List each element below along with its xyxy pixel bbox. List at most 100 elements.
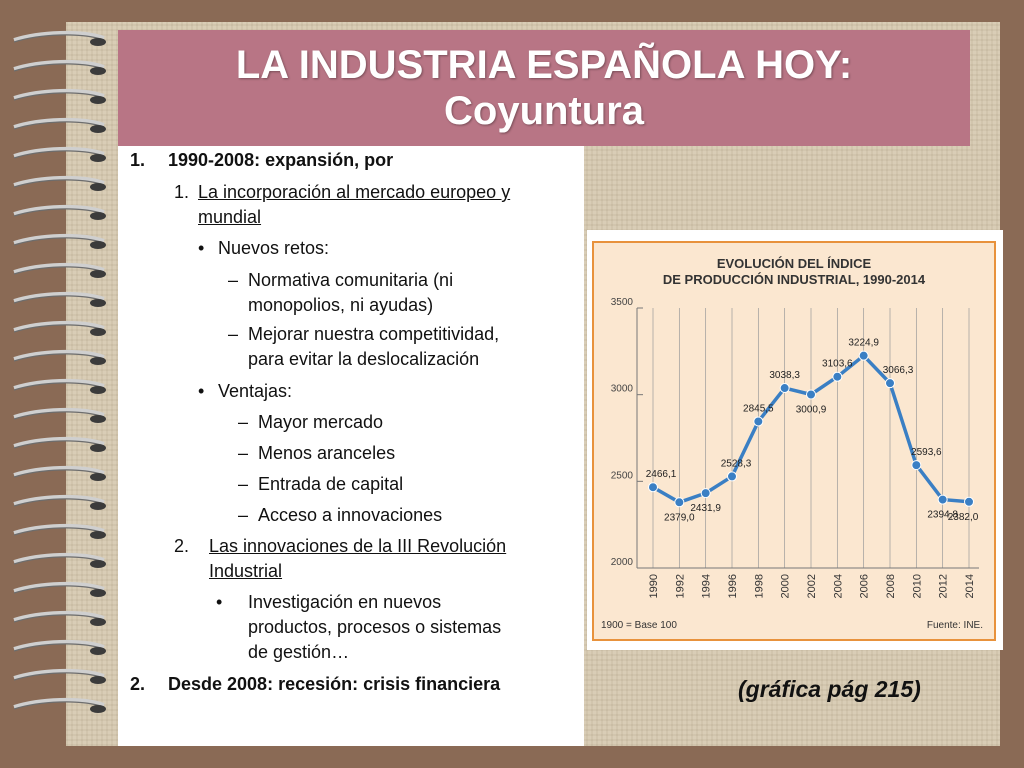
spiral-ring-icon — [13, 378, 106, 394]
spiral-ring-icon — [13, 581, 106, 597]
chart-data-point — [885, 378, 895, 389]
chart-x-tick-label: 2008 — [885, 574, 897, 598]
chart-data-point — [832, 371, 843, 382]
chart-x-tick-label: 1996 — [727, 574, 739, 598]
outline-item-1-1-line-2: mundial — [198, 207, 262, 227]
dash-mayor-mercado: – Mayor mercado — [238, 410, 383, 435]
outline-item-2-number: 2. — [130, 674, 146, 694]
bullet-icon: • — [198, 381, 205, 401]
title-line-1: LA INDUSTRIA ESPAÑOLA HOY: — [235, 43, 853, 87]
chart-data-label: 2382,0 — [948, 512, 979, 523]
dash-icon: – — [228, 270, 239, 290]
chart-title-line-1: EVOLUCIÓN DEL ÍNDICE — [717, 256, 872, 271]
chart-panel: EVOLUCIÓN DEL ÍNDICE DE PRODUCCIÓN INDUST… — [587, 230, 1003, 650]
chart-data-point — [779, 383, 790, 394]
dash-icon: – — [238, 443, 249, 463]
spiral-ring-icon — [13, 436, 106, 452]
chart-y-tick-label: 2000 — [611, 557, 634, 568]
spiral-ring-icon — [13, 523, 106, 539]
spiral-ring-icon — [13, 668, 106, 684]
chart-data-label: 3038,3 — [769, 370, 800, 381]
outline-item-1-1-number: 1. — [174, 182, 190, 202]
chart-data-point — [648, 482, 658, 493]
outline-item-1-2-line-2: Industrial — [209, 561, 283, 581]
chart-data-point — [753, 416, 764, 427]
chart-data-label: 2593,6 — [911, 447, 942, 458]
dash-icon: – — [238, 505, 249, 525]
dash-normativa-line-1: Normativa comunitaria (ni — [248, 270, 454, 290]
bullet-icon: • — [216, 592, 223, 612]
chart-x-tick-label: 2000 — [780, 574, 792, 598]
title-box: LA INDUSTRIA ESPAÑOLA HOY: Coyuntura — [118, 30, 970, 146]
bullet-investigacion-line-1: Investigación en nuevos — [248, 592, 442, 612]
bullet-ventajas: • Ventajas: — [198, 379, 292, 404]
outline-item-1-2-line-1: Las innovaciones de la III Revolución — [209, 536, 507, 556]
spiral-ring-icon — [13, 59, 106, 75]
spiral-ring-icon — [13, 88, 106, 104]
chart-x-tick-label: 2014 — [964, 574, 976, 598]
chart-data-point — [674, 497, 685, 508]
spiral-ring-icon — [13, 349, 106, 365]
chart-background — [592, 241, 996, 641]
spiral-ring-icon — [13, 639, 106, 655]
spiral-ring-icon — [13, 465, 106, 481]
spiral-ring-icon — [13, 291, 106, 307]
chart-x-tick-label: 2002 — [806, 574, 818, 598]
bullet-nuevos-retos: • Nuevos retos: — [198, 236, 329, 261]
chart-y-tick-label: 3500 — [611, 297, 634, 308]
content-panel: 1. 1990-2008: expansión, por 1. La incor… — [118, 146, 584, 746]
dash-icon: – — [238, 412, 249, 432]
bullet-nuevos-retos-text: Nuevos retos: — [218, 238, 330, 258]
chart-data-label: 3066,3 — [883, 365, 914, 376]
outline-item-1-text: 1990-2008: expansión, por — [168, 150, 394, 170]
outline-item-1-1-line-1: La incorporación al mercado europeo y — [198, 182, 511, 202]
chart-data-label: 3000,9 — [796, 405, 827, 416]
dash-mayor-mercado-text: Mayor mercado — [258, 412, 384, 432]
spiral-ring-icon — [13, 233, 106, 249]
spiral-ring-icon — [13, 146, 106, 162]
spiral-ring-icon — [13, 262, 106, 278]
chart-data-label: 2845,5 — [743, 403, 774, 414]
chart-data-label: 2379,0 — [664, 512, 695, 523]
chart-x-tick-label: 1994 — [701, 574, 713, 598]
chart-x-tick-label: 1990 — [648, 574, 660, 598]
dash-normativa: – Normativa comunitaria (ni monopolios, … — [228, 268, 453, 315]
spiral-binding — [13, 30, 106, 713]
chart-data-point — [806, 389, 816, 400]
dash-mejorar-line-2: para evitar la deslocalización — [248, 349, 480, 369]
spiral-ring-icon — [13, 697, 106, 713]
dash-mejorar-line-1: Mejorar nuestra competitividad, — [248, 324, 500, 344]
dash-entrada-capital-text: Entrada de capital — [258, 474, 404, 494]
chart-caption: (gráfica pág 215) — [738, 676, 921, 702]
chart-data-label: 2431,9 — [690, 503, 721, 514]
dash-acceso-innovaciones: – Acceso a innovaciones — [238, 503, 442, 528]
dash-menos-aranceles: – Menos aranceles — [238, 441, 395, 466]
chart-data-label: 2466,1 — [646, 469, 677, 480]
chart-x-tick-label: 2006 — [859, 574, 871, 598]
dash-mejorar: – Mejorar nuestra competitividad, para e… — [228, 322, 499, 369]
spiral-ring-icon — [13, 552, 106, 568]
chart-data-label: 3224,9 — [848, 338, 879, 349]
outline-item-1-2-number: 2. — [174, 536, 190, 556]
chart-x-tick-label: 2004 — [832, 574, 844, 598]
spiral-ring-icon — [13, 30, 106, 46]
bullet-investigacion: • Investigación en nuevos productos, pro… — [216, 590, 501, 662]
chart-title-line-2: DE PRODUCCIÓN INDUSTRIAL, 1990-2014 — [663, 272, 926, 287]
outline-item-2-text: Desde 2008: recesión: crisis financiera — [168, 674, 501, 694]
chart-y-tick-label: 2500 — [611, 470, 634, 481]
chart-source: Fuente: INE. — [927, 620, 983, 631]
spiral-ring-icon — [13, 117, 106, 133]
chart-data-label: 2528,3 — [721, 458, 752, 469]
dash-acceso-innovaciones-text: Acceso a innovaciones — [258, 505, 443, 525]
spiral-ring-icon — [13, 320, 106, 336]
bullet-investigacion-line-2: productos, procesos o sistemas — [248, 617, 502, 637]
bullet-ventajas-text: Ventajas: — [218, 381, 293, 401]
chart-x-tick-label: 2010 — [911, 574, 923, 598]
bullet-investigacion-line-3: de gestión… — [248, 642, 350, 662]
chart-x-tick-label: 1992 — [674, 574, 686, 598]
dash-icon: – — [238, 474, 249, 494]
chart-data-point — [911, 460, 922, 471]
chart-base-note: 1900 = Base 100 — [601, 620, 677, 631]
chart-data-point — [937, 494, 948, 505]
